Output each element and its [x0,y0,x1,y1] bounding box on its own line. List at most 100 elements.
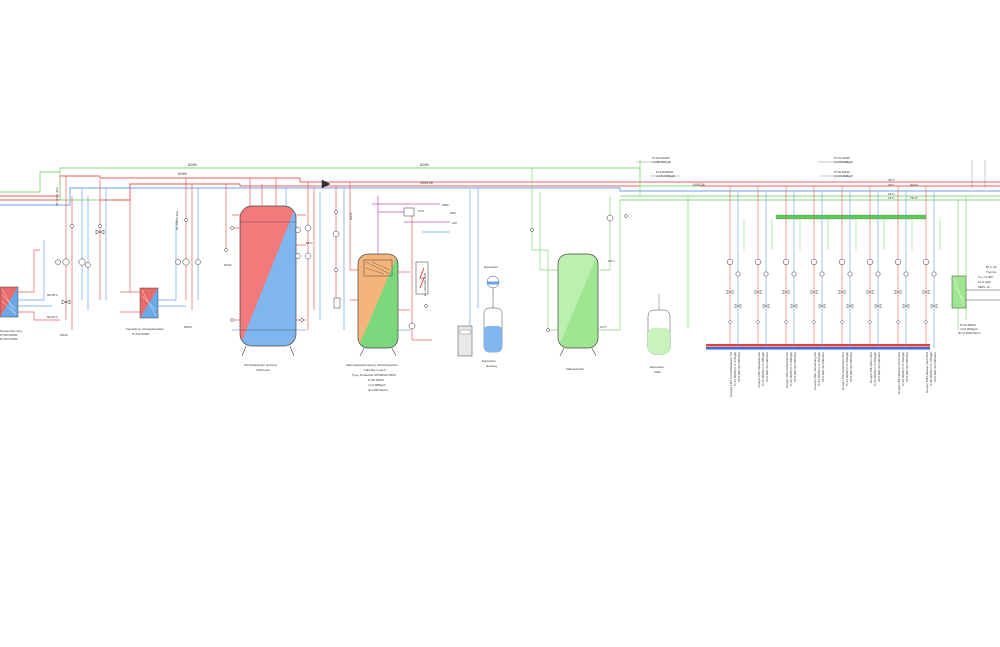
sensor-icon [184,218,188,222]
pump-icon [606,214,614,222]
group-caption-line: Gruppe FBH Werkstatt EG [757,351,761,387]
blue-return-main [0,187,1000,206]
sensor-icon [847,271,853,277]
sensor-icon [424,304,428,308]
pump-icon [810,258,818,266]
dhw-tank-caption-2: Fabrikat: Lorsch [364,368,386,372]
sensor-icon [85,262,91,268]
label-green: 82/69 [420,163,429,167]
heating-tank-piping [225,178,321,330]
pump-icon [62,258,70,266]
heating-group-branch [922,186,941,348]
group-caption-line: P=20.000W m=1.720kg/h [929,352,933,386]
label-r5: 82/69 [910,183,918,187]
heating-tank-caption-2: 4.500 Liter [256,368,270,372]
dhw-devices [332,207,429,330]
sensor-icon [70,224,74,228]
flow-a-1: P=163.826W [652,156,670,160]
label-r3: 18°C [888,192,896,196]
valve-icon [930,303,938,309]
district-caption-2: P=110.000W [132,332,149,336]
group-caption-line: Gruppe FBH Aufenthalt OG1 [841,352,845,391]
group-caption-line: dt=5,00K dp=200mbar [765,352,769,382]
sensor-icon [530,228,534,232]
expansion-heating: Expansion Expansion Heizung [457,265,503,368]
valve-icon [922,289,930,295]
heating-tank-caption-1: Schichtspeicher Heizung [244,363,277,367]
sensor-icon [819,271,825,277]
green-manifold [775,214,927,220]
flow-d-1: P=32.800W [834,170,850,174]
valve-icon [866,289,874,295]
pump-icon [782,258,790,266]
group-caption-line: Gruppe FBH Wasser Nord OG2 [897,352,901,395]
right-box-2: Trennst. [986,270,997,274]
label-r4: 12°C [888,196,896,200]
cooling-buffer-tank: Kältespeicher [557,253,599,371]
expansion-line [469,188,479,326]
sensor-icon [931,271,937,277]
dhw-dn-label: DN25 [349,212,353,220]
group-caption-line: P=15.000W m=1.280kg/h [761,352,765,386]
sensor-icon [230,226,234,230]
heating-group-branch [726,186,745,348]
heating-group-branch [754,186,773,348]
pump-icon [304,252,312,260]
dn-label-3: DN32 [224,263,232,267]
ftn-label: FTN [418,209,424,213]
sensor-icon [868,320,872,324]
right-edge-devices: P=12.860W m=2.350kg/h dp=2.460mbar/m BL … [951,160,1000,335]
flow-b-2: m=21.334kg/h [656,174,675,178]
sensor-icon [896,320,900,324]
exp-cool-caption-1: Expansion [650,365,664,369]
hp-note-3: dp=2.460mbar/m [958,331,981,335]
left-temp-1: 55/48°C [47,293,59,297]
label-r2: 30°C [888,183,896,187]
flow-a-2: m=28.150kg/h [652,160,671,164]
sensor-icon [55,259,61,265]
hp-note-2: m=2.350kg/h [960,327,978,331]
left-pumps [55,224,105,305]
pump-icon [922,258,930,266]
group-caption-line: dt=5,00K dp=200mbar [737,352,741,382]
group-caption-line: dt=5,00K dp=200mbar [905,352,909,382]
group-caption-line: Gruppe FBH Wasser Süd OG2 [925,352,929,393]
dn-label-1: DN40 [60,333,68,337]
cooling-devices [530,214,628,332]
sensor-icon [791,271,797,277]
left-station-caption-1: Systemtrennung [0,329,22,333]
right-box-4: Vₙ=1.000 [978,280,991,284]
sensor-icon [295,227,301,233]
red-return-main [0,183,640,201]
valve-icon [762,303,770,309]
pump-icon [78,258,86,266]
dhw-storage-tank: Warmwasserbereitung Schichtspeicher Fabr… [346,253,410,392]
left-pump-group [59,172,107,330]
exp-top-caption: Expansion [484,265,498,269]
sensor-icon [546,328,550,332]
valve-icon [838,289,846,295]
dhw-tank-caption-3: Type: Powerlink UP600/HZ-5300 [352,373,396,377]
valve-icon [782,289,790,295]
exp-heat-caption-2: Heizung [486,364,497,368]
sensor-icon [756,320,760,324]
dhw-tank-caption-4: P=40.000W [368,378,384,382]
sensor-icon [300,318,304,322]
heating-group-branch [866,186,885,348]
left-station-caption-2: P=150.000W [0,333,18,337]
group-caption-line: dt=5,00K dp=200mbar [793,352,797,382]
pump-icon [726,258,734,266]
right-box-5: MRN: 12... [978,285,993,289]
flow-d-2: m=13.160kg/h [834,174,853,178]
group-caption-line: Gruppe FBH Büro OG1 [869,352,873,384]
group-caption-line: Gruppe FBH Tunnel/Stellwerk VG [729,351,733,397]
sensor-icon [875,271,881,277]
flow-c-2: m=10.928kg/h [834,160,853,164]
left-station-caption-3: P=150.000W [0,337,18,341]
flow-c-1: P=76.240W [834,156,850,160]
label-red-2: 82/69 [178,172,187,176]
label-mid-2: 100/106 [692,183,705,187]
district-pump-group [185,178,199,310]
heating-group-captions: Gruppe FBH Tunnel/Stellwerk VG P=16.000W … [729,351,937,397]
